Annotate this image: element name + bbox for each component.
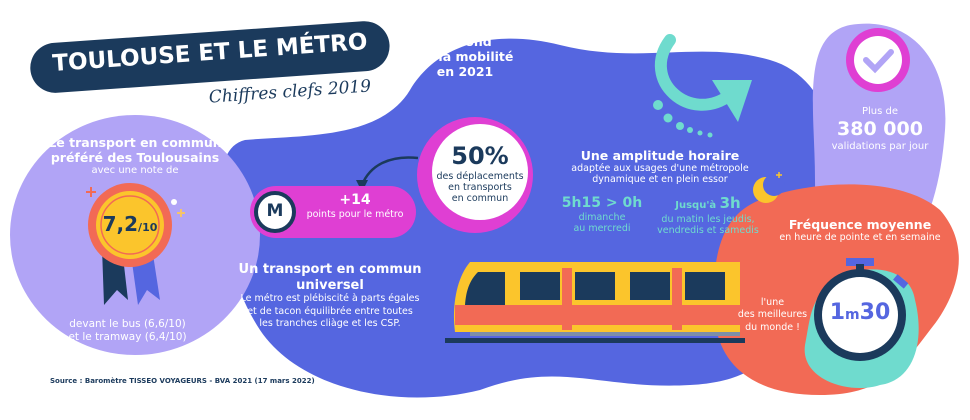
rating-heading-1: Le transport en commun xyxy=(48,135,222,150)
hours-header: Une amplitude horaire adaptée aux usages… xyxy=(550,148,770,186)
range-1-day-2: au mercredi xyxy=(573,223,631,235)
score-denominator: /10 xyxy=(138,221,158,234)
hours-range-2-days: du matin les jeudis, vendredis et samedi… xyxy=(648,214,768,237)
metro-points: +14 points pour le métro xyxy=(295,192,415,220)
rebound-desc: des déplacements en transports en commun xyxy=(420,171,540,205)
hours-range-1-block: 5h15 > 0h dimanche au mercredi xyxy=(552,195,652,235)
range-2-value: 3h xyxy=(719,194,741,212)
universal-title-2: universel xyxy=(296,277,364,293)
metro-logo-letter: M xyxy=(266,201,284,221)
universal-desc: Le métro est plébiscité à parts égales e… xyxy=(220,293,440,330)
rebound-title: Rebond de la mobilité en 2021 xyxy=(410,34,520,79)
medal-icon xyxy=(86,183,185,305)
universal-block: Un transport en commun universel Le métr… xyxy=(220,262,440,330)
hours-range-1: 5h15 > 0h xyxy=(561,195,643,211)
metro-pill xyxy=(250,186,416,238)
frequency-unit: m xyxy=(845,307,860,323)
validations-pre: Plus de xyxy=(861,106,899,117)
frequency-note-1: l'une xyxy=(760,297,785,308)
rebound-desc-3: en commun xyxy=(451,192,509,204)
metro-train-icon xyxy=(445,262,745,343)
hours-title: Une amplitude horaire xyxy=(580,148,740,163)
range-2-prefix: Jusqu'à xyxy=(675,200,720,211)
rating-note-1: devant le bus (6,6/10) xyxy=(69,318,186,330)
frequency-minutes: 1 xyxy=(829,300,846,325)
rating-intro: avec une note de xyxy=(91,165,179,176)
hours-range-2-block: Jusqu'à 3h du matin les jeudis, vendredi… xyxy=(648,195,768,237)
metro-points-label: points pour le métro xyxy=(306,208,404,220)
hours-sub-1: adaptée aux usages d'une métropole xyxy=(571,163,749,174)
rebound-line-3: en 2021 xyxy=(436,64,494,79)
universal-line-3: les tranches cliàge et les CSP. xyxy=(259,317,401,329)
hours-range-1-days: dimanche au mercredi xyxy=(552,212,652,235)
range-2-day-2: vendredis et samedis xyxy=(657,225,759,237)
source-note: Source : Baromètre TISSEO VOYAGEURS - BV… xyxy=(50,377,315,385)
range-2-day-1: du matin les jeudis, xyxy=(661,214,755,225)
teal-circular-arrow xyxy=(653,34,752,138)
frequency-note-2: des meilleures xyxy=(737,309,808,321)
rating-note-2: et le tramway (6,4/10) xyxy=(68,330,187,343)
rating-header: Le transport en commun préféré des Toulo… xyxy=(20,135,250,177)
moon-icon xyxy=(753,172,785,203)
rebound-line-2: de la mobilité xyxy=(416,49,514,64)
curved-arrow xyxy=(360,156,419,186)
check-icon xyxy=(846,28,910,92)
frequency-sub: en heure de pointe et en semaine xyxy=(779,232,941,243)
rating-notes: devant le bus (6,6/10) et le tramway (6,… xyxy=(30,318,225,343)
rebound-percent: 50% xyxy=(451,142,509,170)
universal-title-1: Un transport en commun xyxy=(238,262,422,277)
title-pill xyxy=(30,21,390,93)
rebound-desc-2: en transports xyxy=(448,181,512,193)
rating-score: 7,2/10 xyxy=(90,212,170,236)
frequency-seconds: 30 xyxy=(859,300,891,325)
universal-line-2: et de tacon équilibrée entre toutes xyxy=(247,305,413,317)
frequency-note: l'une des meilleures du monde ! xyxy=(725,297,820,334)
frequency-note-3: du monde ! xyxy=(745,321,800,333)
range-1-day-1: dimanche xyxy=(578,211,626,223)
validations-label: validations par jour xyxy=(831,140,929,152)
rebound-line-1: Rebond xyxy=(438,34,492,49)
frequency-header: Fréquence moyenne en heure de pointe et … xyxy=(755,217,965,243)
validations-block: Plus de 380 000 validations par jour xyxy=(810,106,950,153)
validations-value: 380 000 xyxy=(837,118,923,140)
stopwatch-icon xyxy=(814,258,909,361)
hours-range-2: Jusqu'à 3h xyxy=(648,195,768,214)
frequency-title: Fréquence moyenne xyxy=(788,217,932,232)
rebound-desc-1: des déplacements xyxy=(436,171,524,182)
metro-points-value: +14 xyxy=(339,192,371,208)
hours-sub-2: dynamique et en plein essor xyxy=(592,174,728,186)
rating-heading-2: préféré des Toulousains xyxy=(50,150,220,165)
score-value: 7,2 xyxy=(102,212,139,236)
frequency-value: 1m30 xyxy=(815,300,905,326)
universal-line-1: Le métro est plébiscité à parts égales xyxy=(240,293,420,305)
